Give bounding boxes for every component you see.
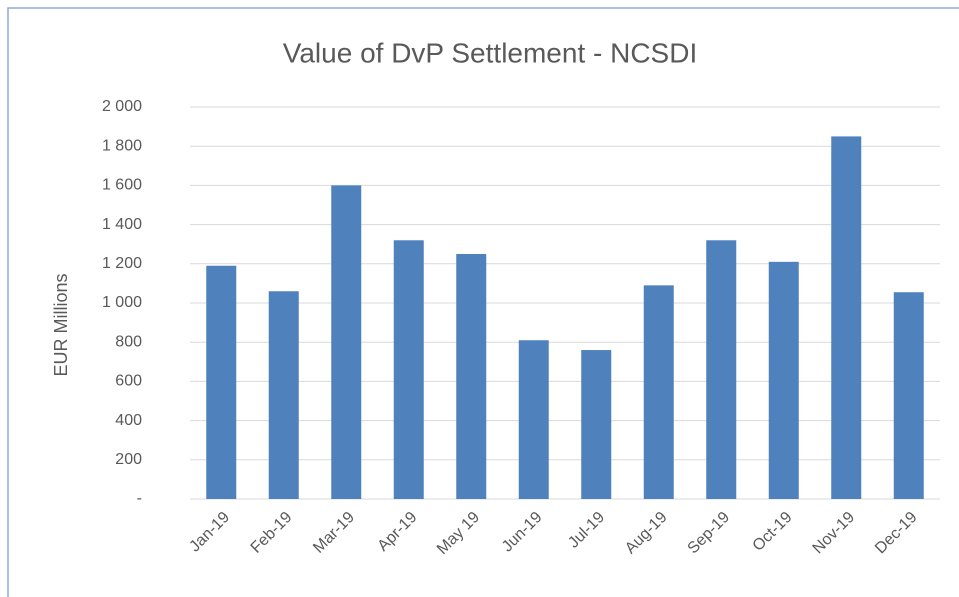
bar bbox=[206, 265, 237, 499]
bar bbox=[893, 292, 924, 499]
y-tick-label: 1 600 bbox=[102, 177, 142, 194]
y-tick-label: 2 000 bbox=[102, 98, 142, 115]
y-tick-label: 400 bbox=[115, 412, 142, 429]
y-tick-label: 200 bbox=[115, 451, 142, 468]
y-tick-label: 1 400 bbox=[102, 216, 142, 233]
bar bbox=[768, 261, 799, 499]
bar bbox=[706, 240, 737, 499]
bar bbox=[643, 285, 674, 499]
bar bbox=[456, 254, 487, 499]
bar bbox=[393, 240, 424, 499]
y-tick-label: 600 bbox=[115, 373, 142, 390]
y-tick-label: 1 200 bbox=[102, 255, 142, 272]
bar bbox=[518, 340, 549, 499]
bar bbox=[831, 136, 862, 499]
y-tick-label: 1 800 bbox=[102, 137, 142, 154]
y-tick-label: 1 000 bbox=[102, 294, 142, 311]
chart-title: Value of DvP Settlement - NCSDI bbox=[283, 37, 697, 68]
y-tick-label: 800 bbox=[115, 333, 142, 350]
y-axis-label: EUR Millions bbox=[51, 273, 71, 376]
bar bbox=[268, 291, 299, 499]
bar bbox=[581, 350, 612, 499]
y-tick-label: - bbox=[137, 490, 142, 507]
bar bbox=[331, 185, 362, 499]
